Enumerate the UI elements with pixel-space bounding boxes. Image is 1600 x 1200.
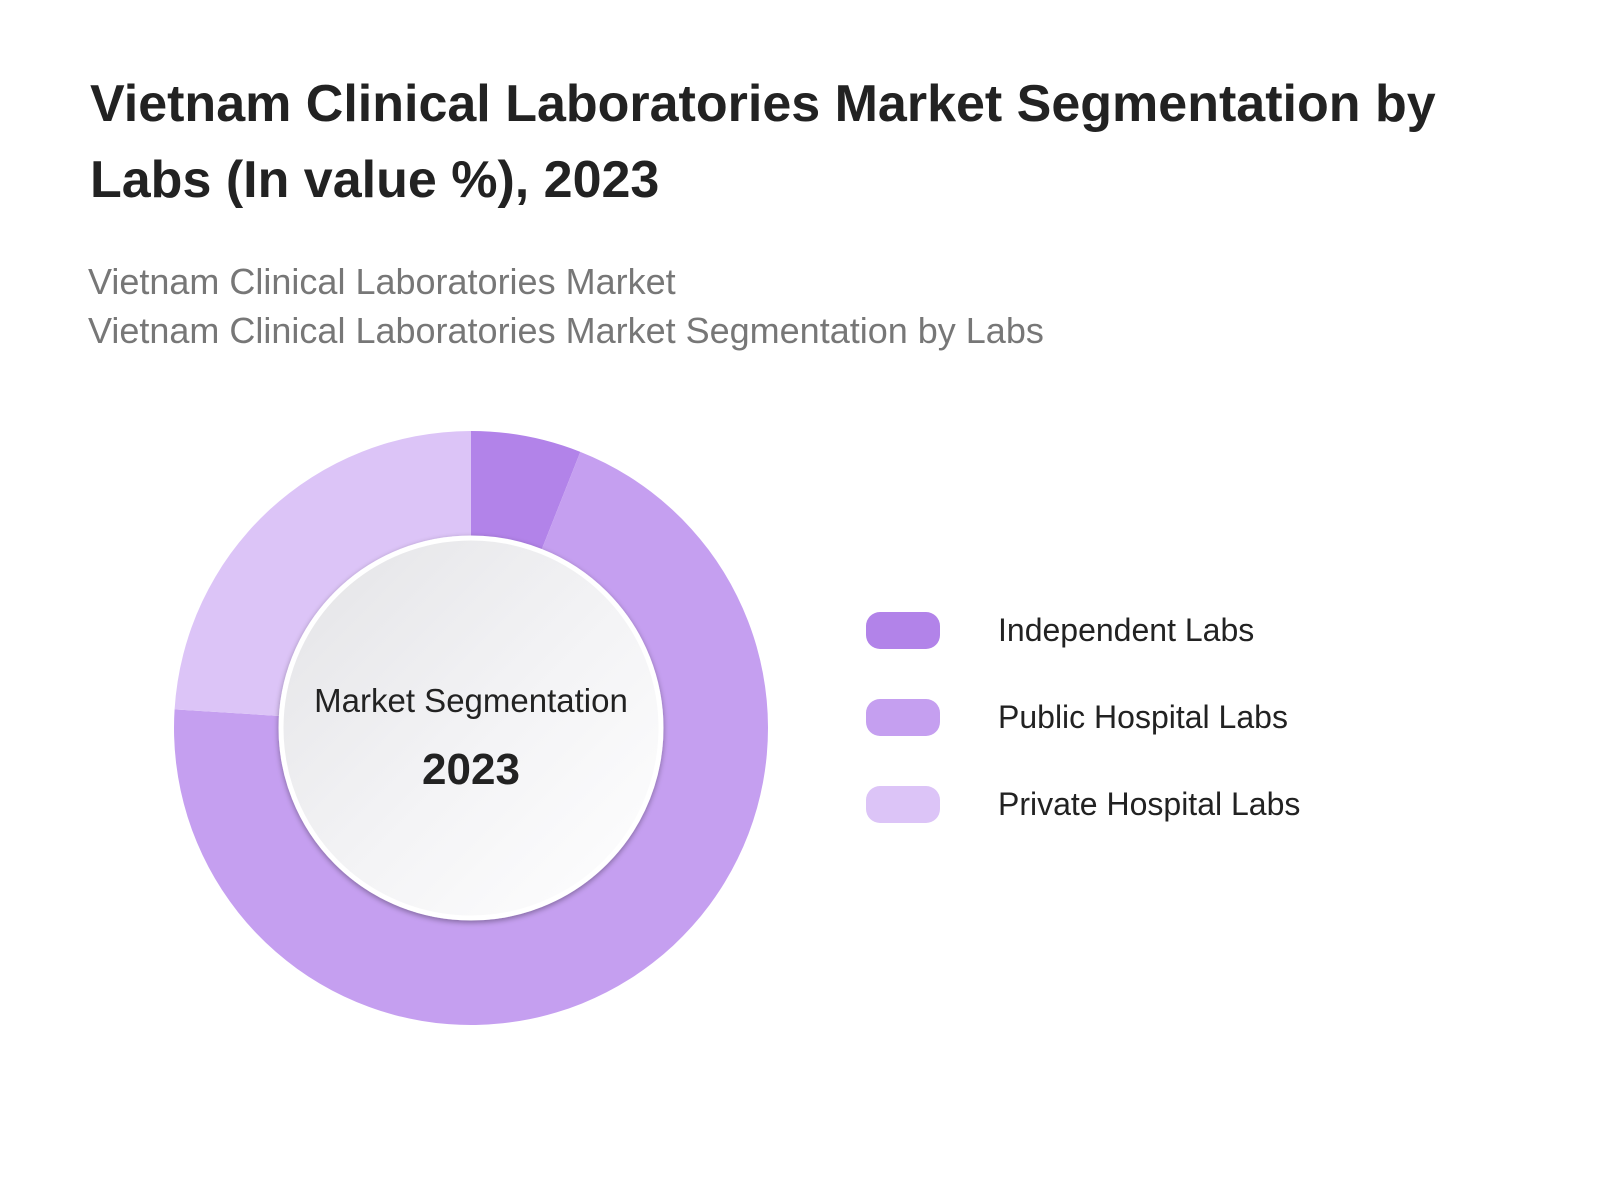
legend-swatch-independent-labs: [866, 612, 940, 649]
legend-item-public-hospital-labs[interactable]: Public Hospital Labs: [866, 699, 1300, 736]
legend-swatch-private-hospital-labs: [866, 786, 940, 823]
chart-title: Vietnam Clinical Laboratories Market Seg…: [90, 75, 1436, 209]
legend-label-independent-labs: Independent Labs: [998, 612, 1255, 648]
legend-item-private-hospital-labs[interactable]: Private Hospital Labs: [866, 786, 1300, 823]
center-year: 2023: [422, 745, 520, 794]
donut-slices: [173, 431, 769, 1025]
chart-subtitle-market: Vietnam Clinical Laboratories Market: [88, 261, 676, 302]
legend-label-public-hospital-labs: Public Hospital Labs: [998, 699, 1288, 735]
donut-center-disc: [278, 535, 664, 921]
donut-slice-independent-labs[interactable]: [471, 431, 581, 550]
donut-slice-private-hospital-labs[interactable]: [174, 431, 471, 716]
donut-slice-public-hospital-labs[interactable]: [173, 451, 769, 1025]
chart-legend: Independent Labs Public Hospital Labs Pr…: [866, 612, 1300, 873]
center-label: Market Segmentation: [314, 682, 628, 719]
chart-subtitle-segmentation: Vietnam Clinical Laboratories Market Seg…: [88, 310, 1044, 351]
legend-label-private-hospital-labs: Private Hospital Labs: [998, 786, 1301, 822]
legend-item-independent-labs[interactable]: Independent Labs: [866, 612, 1300, 649]
legend-swatch-public-hospital-labs: [866, 699, 940, 736]
